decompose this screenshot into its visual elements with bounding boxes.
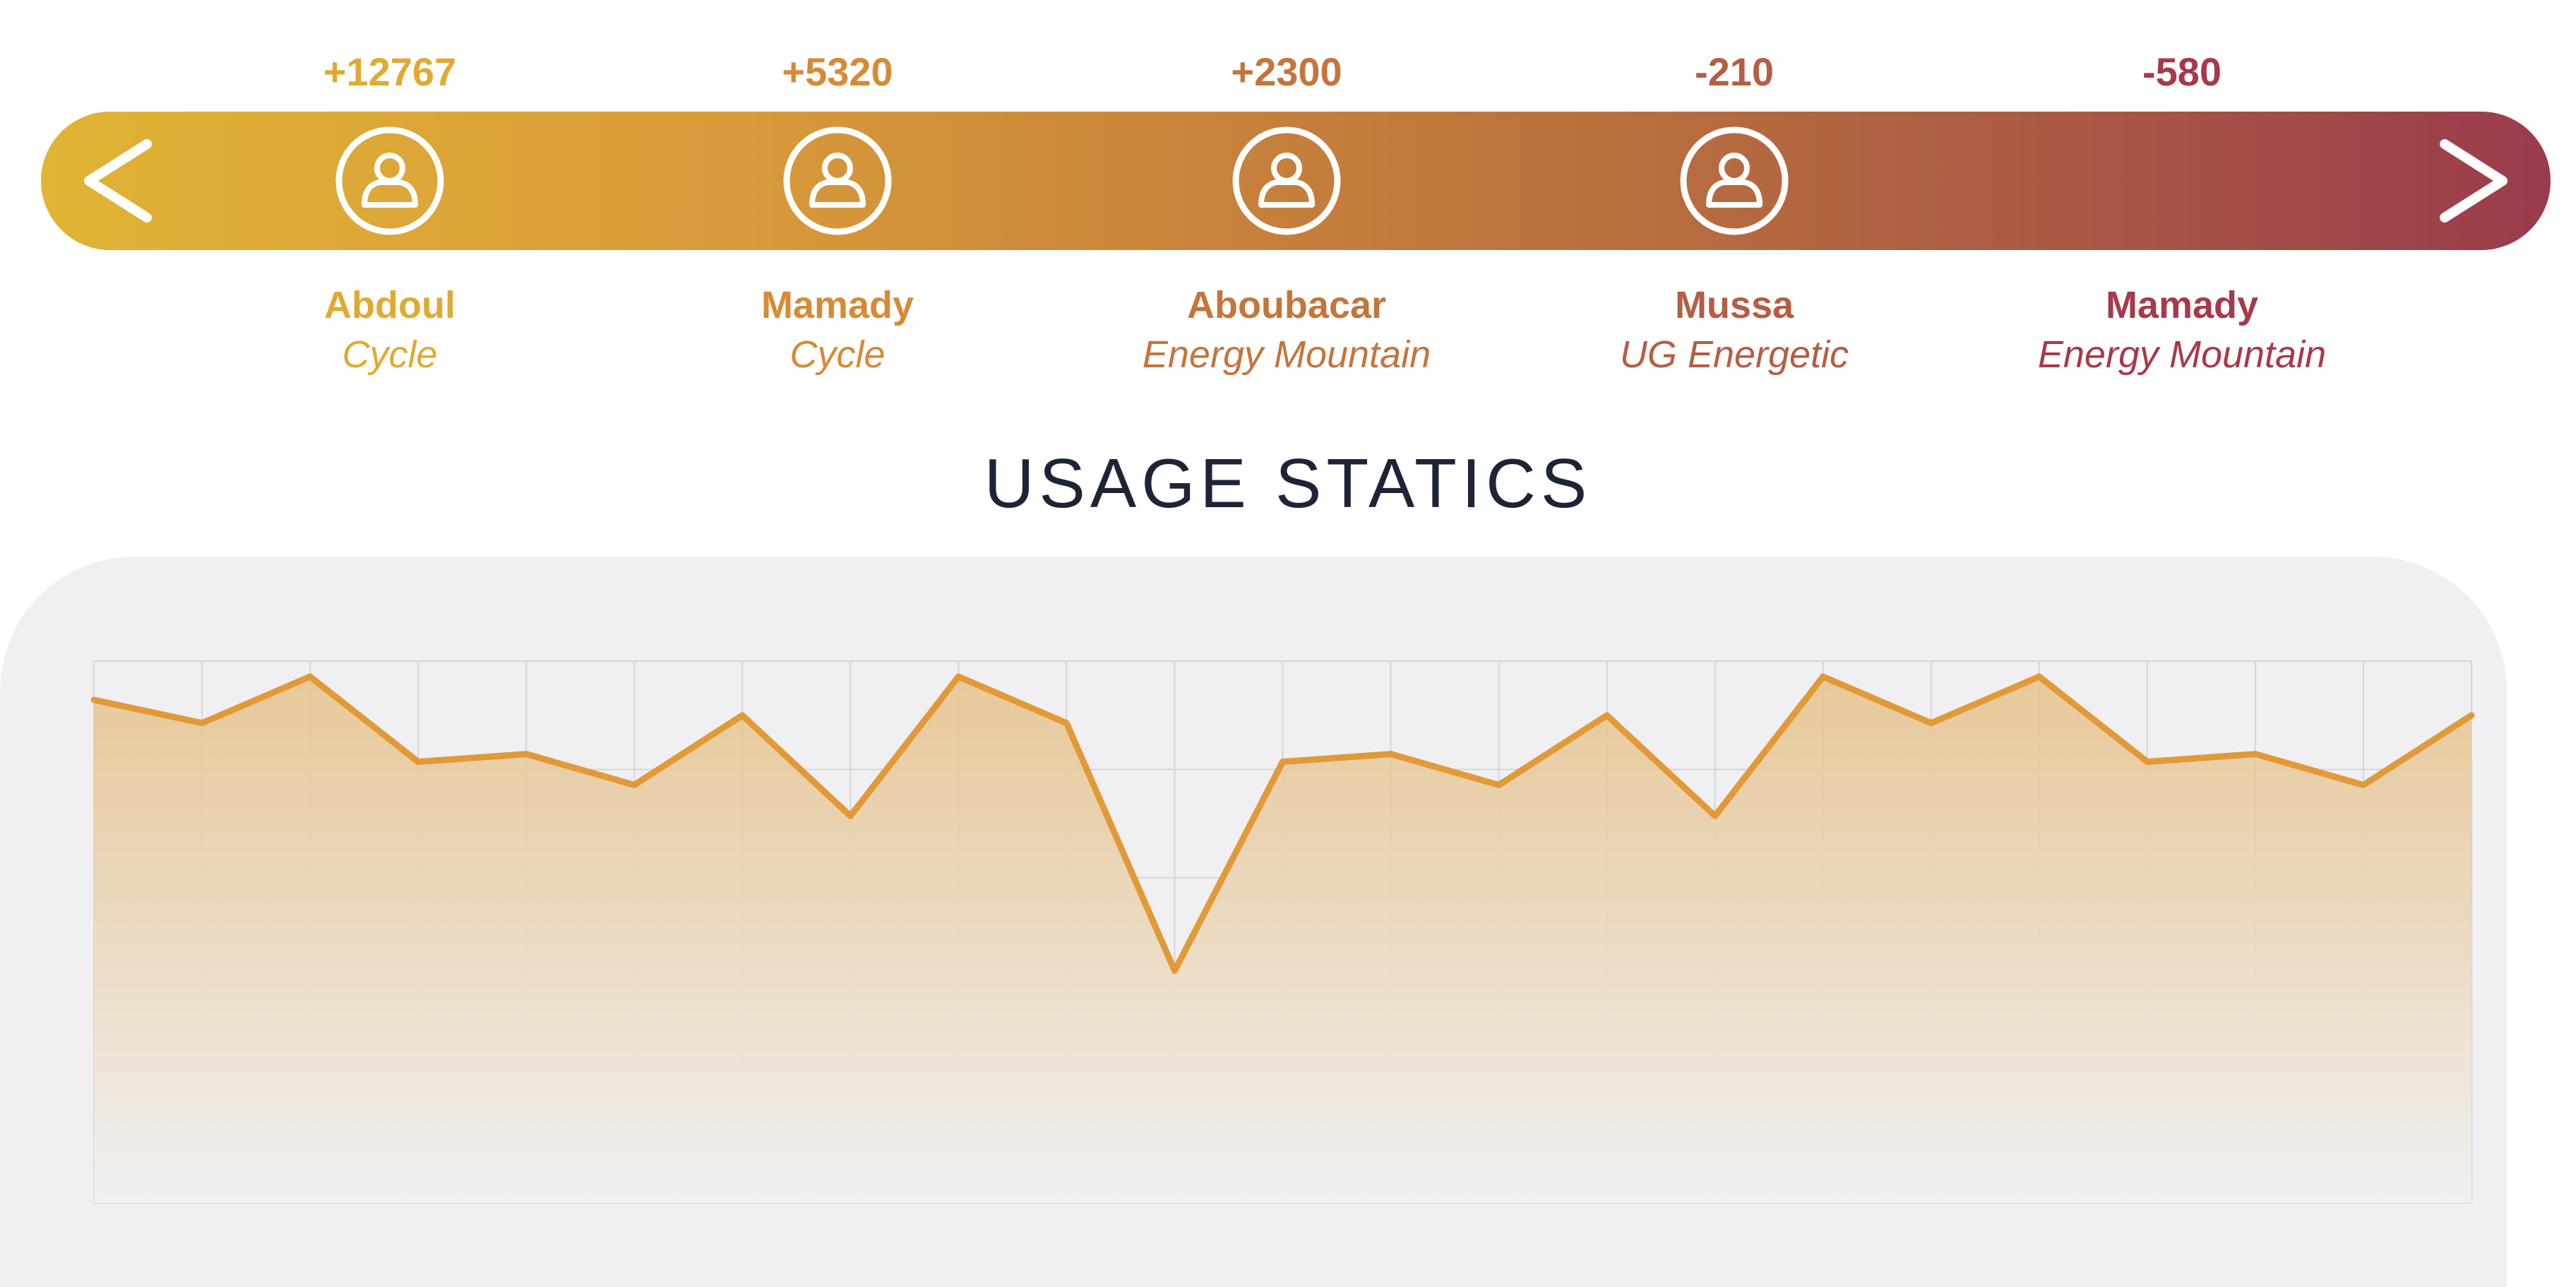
data-point (1171, 968, 1178, 974)
leader-name: Mussa (1674, 284, 1794, 326)
user-icon[interactable] (1679, 126, 1789, 236)
data-point (2469, 712, 2474, 718)
data-point (1712, 813, 1718, 819)
user-icon[interactable] (1232, 126, 1342, 236)
leader-name: Abdoul (324, 284, 455, 326)
data-point (739, 712, 746, 718)
chevron-left-icon[interactable] (69, 112, 168, 250)
data-point (199, 720, 205, 726)
data-point (1063, 720, 1070, 726)
leader-product: UG Energetic (1619, 333, 1849, 376)
data-point (1604, 712, 1610, 718)
score-value: -580 (2142, 49, 2222, 94)
score-value: +5320 (782, 49, 893, 94)
usage-area-chart (90, 660, 2475, 1204)
leader-product: Energy Mountain (1142, 333, 1431, 376)
leader-name: Mamady (761, 284, 914, 326)
data-point (955, 673, 962, 680)
data-point (1928, 720, 1934, 726)
data-point (1820, 673, 1826, 680)
data-point (1388, 751, 1394, 757)
usage-statics-heading: USAGE STATICS (984, 444, 1592, 522)
data-point (2036, 673, 2042, 680)
score-value: +12767 (323, 49, 457, 94)
leader-name: Mamady (2105, 284, 2259, 326)
data-point (523, 751, 530, 757)
data-point (415, 759, 422, 765)
score-value: -210 (1694, 49, 1775, 94)
data-point (2252, 751, 2258, 757)
data-point (1496, 782, 1502, 788)
data-point (2144, 759, 2150, 765)
usage-area-fill (94, 676, 2471, 1203)
usage-chart-card (0, 557, 2507, 1287)
leader-name: Aboubacar (1186, 284, 1387, 326)
leader-product: Energy Mountain (2037, 333, 2327, 376)
leader-product: Cycle (342, 333, 438, 376)
score-value: +2300 (1231, 49, 1342, 94)
data-point (307, 673, 314, 680)
data-point (91, 696, 97, 703)
data-point (847, 813, 854, 819)
user-icon[interactable] (335, 126, 445, 236)
leaderboard-carousel (41, 112, 2551, 250)
data-point (631, 782, 638, 788)
leader-product: Cycle (789, 333, 886, 376)
data-point (1280, 759, 1286, 765)
data-point (2360, 782, 2366, 788)
chevron-right-icon[interactable] (2423, 112, 2522, 250)
user-icon[interactable] (782, 126, 893, 236)
